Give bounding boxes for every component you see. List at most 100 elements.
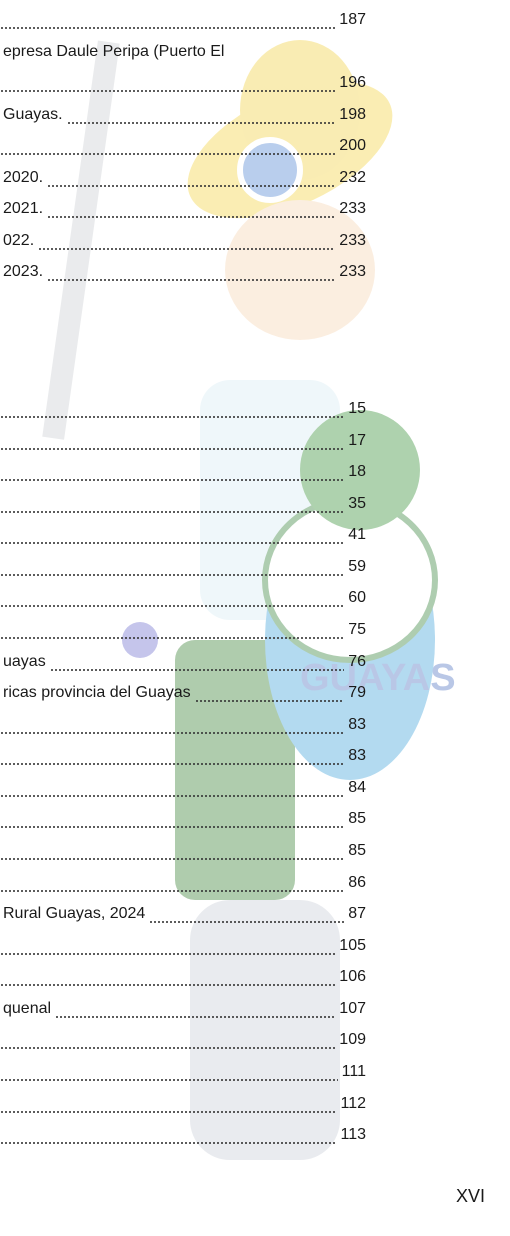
dot-leader [0, 433, 344, 451]
entry-page: 15 [344, 399, 366, 419]
entry-page: 18 [344, 462, 366, 482]
dot-leader [0, 717, 344, 735]
entry-page: 112 [336, 1094, 366, 1114]
entry-page: 106 [335, 967, 366, 987]
dot-leader [0, 401, 344, 419]
toc-entry: 60 [0, 586, 366, 608]
dot-leader [0, 590, 344, 608]
dot-leader [0, 875, 344, 893]
entry-page: 198 [335, 105, 366, 125]
entry-page: 87 [344, 904, 366, 924]
entry-page: 79 [344, 683, 366, 703]
dot-leader [38, 233, 335, 251]
footer-page-number: XVI [456, 1186, 485, 1207]
toc-entry: Guayas. 198 [0, 103, 366, 125]
page: GUAYAS 187epresa Daule Peripa (Puerto El… [0, 0, 510, 1236]
entry-title: ricas provincia del Guayas [0, 683, 195, 703]
dot-leader [0, 496, 344, 514]
toc-entry: 83 [0, 713, 366, 735]
entry-title: 022. [0, 231, 38, 251]
dot-leader [0, 1032, 335, 1050]
toc-entry: 112 [0, 1092, 366, 1114]
toc-entry: 111 [0, 1060, 366, 1082]
toc-entry: 18 [0, 460, 366, 482]
toc-entry: 196 [0, 71, 366, 93]
toc-entry: 85 [0, 807, 366, 829]
toc-entry: 59 [0, 555, 366, 577]
toc-entry: 113 [0, 1123, 366, 1145]
toc-entry: 2021.233 [0, 197, 366, 219]
dot-leader [47, 201, 335, 219]
toc-entry: epresa Daule Peripa (Puerto El [0, 40, 366, 62]
toc-entry: 85 [0, 839, 366, 861]
entry-title: 2023. [0, 262, 47, 282]
entry-page: 84 [344, 778, 366, 798]
dot-leader [0, 622, 344, 640]
entry-page: 35 [344, 494, 366, 514]
entry-page: 187 [335, 10, 366, 30]
toc-entry: 35 [0, 492, 366, 514]
dot-leader [50, 654, 345, 672]
toc-entry: 75 [0, 618, 366, 640]
entry-page: 232 [335, 168, 366, 188]
toc-entry: quenal 107 [0, 997, 366, 1019]
toc-entry: 15 [0, 397, 366, 419]
entry-page: 233 [335, 231, 366, 251]
entry-page: 200 [335, 136, 366, 156]
toc-entry: 022. 233 [0, 229, 366, 251]
entry-page: 107 [335, 999, 366, 1019]
toc-entry: 41 [0, 523, 366, 545]
toc-entry: 2023. 233 [0, 260, 366, 282]
entry-page: 196 [335, 73, 366, 93]
dot-leader [195, 685, 345, 703]
entry-title: Rural Guayas, 2024 [0, 904, 149, 924]
dot-leader [149, 906, 344, 924]
entry-page: 86 [344, 873, 366, 893]
toc-entry: 83 [0, 744, 366, 766]
entry-page: 41 [344, 525, 366, 545]
dot-leader [55, 1001, 335, 1019]
entry-page: 109 [335, 1030, 366, 1050]
entry-page: 111 [338, 1062, 366, 1082]
entry-title: uayas [0, 652, 50, 672]
dot-leader [0, 527, 344, 545]
entry-page: 105 [335, 936, 366, 956]
entry-page: 75 [344, 620, 366, 640]
entry-page: 233 [335, 262, 366, 282]
entry-title: epresa Daule Peripa (Puerto El [0, 42, 228, 62]
toc-entry: ricas provincia del Guayas 79 [0, 681, 366, 703]
entry-page: 83 [344, 746, 366, 766]
entry-page: 113 [336, 1125, 366, 1145]
dot-leader [0, 843, 344, 861]
entry-page: 83 [344, 715, 366, 735]
dot-leader [0, 780, 344, 798]
dot-leader [0, 559, 344, 577]
dot-leader [47, 264, 335, 282]
dot-leader [0, 12, 335, 30]
dot-leader [0, 748, 344, 766]
toc-entry: 187 [0, 8, 366, 30]
entry-title: 2020. [0, 168, 47, 188]
dot-leader [67, 107, 336, 125]
toc-entry: 200 [0, 134, 366, 156]
entry-page: 60 [344, 588, 366, 608]
toc-entry: 84 [0, 776, 366, 798]
entry-page: 59 [344, 557, 366, 577]
toc-entry: 86 [0, 871, 366, 893]
dot-leader [0, 138, 335, 156]
entry-title: Guayas. [0, 105, 67, 125]
toc-entry: 106 [0, 965, 366, 987]
dot-leader [0, 1127, 336, 1145]
dot-leader [0, 938, 335, 956]
entry-page: 76 [344, 652, 366, 672]
entry-page: 233 [335, 199, 366, 219]
dot-leader [0, 75, 335, 93]
dot-leader [0, 1096, 336, 1114]
toc-entry: 2020. 232 [0, 166, 366, 188]
dot-leader [0, 969, 335, 987]
entry-page: 85 [344, 841, 366, 861]
toc-entry: 17 [0, 429, 366, 451]
entry-title: quenal [0, 999, 55, 1019]
toc-entry: Rural Guayas, 2024 87 [0, 902, 366, 924]
toc-entry: uayas 76 [0, 650, 366, 672]
